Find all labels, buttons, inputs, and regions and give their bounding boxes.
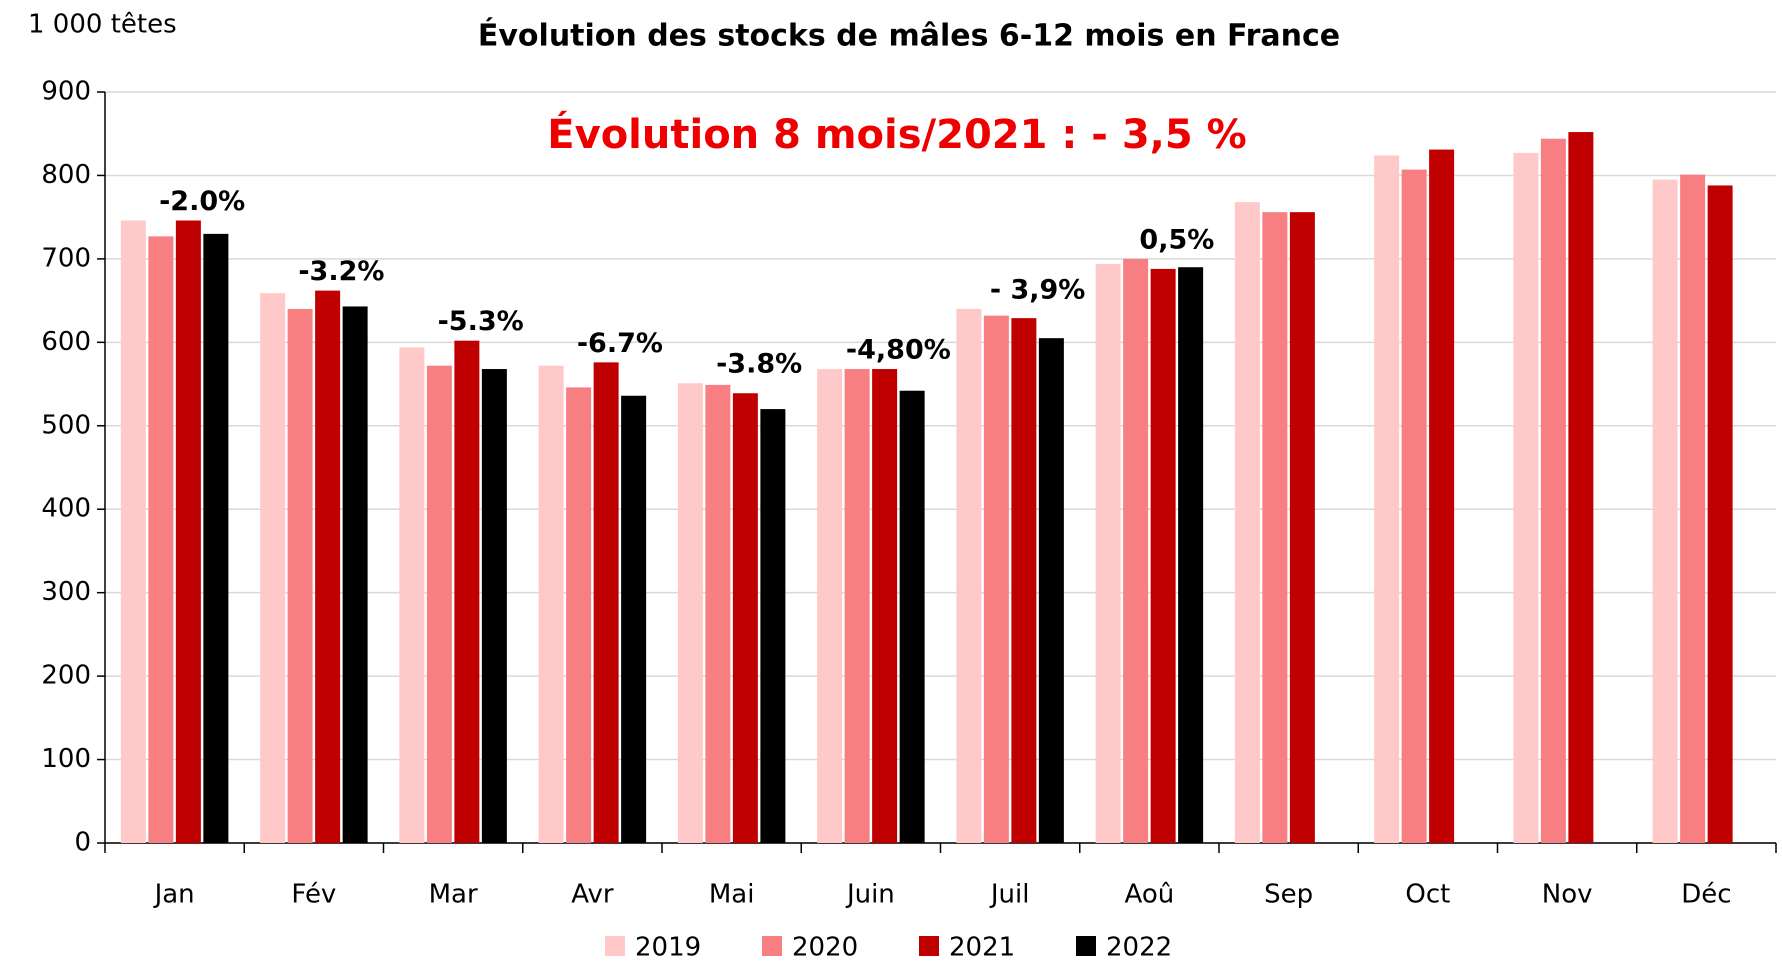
bar	[1707, 185, 1733, 844]
x-tick-label: Mai	[709, 880, 755, 910]
y-tick-label: 400	[41, 494, 91, 524]
bar	[399, 347, 425, 843]
bar	[426, 365, 452, 843]
bar	[983, 315, 1009, 843]
bar	[1401, 169, 1427, 843]
x-tick-label: Aoû	[1125, 880, 1175, 910]
annotation: -6.7%	[577, 328, 663, 359]
x-tick-label: Jan	[153, 880, 195, 910]
bar	[817, 369, 843, 843]
bar	[203, 233, 229, 843]
x-tick-label: Sep	[1264, 880, 1313, 910]
legend-swatch	[1076, 936, 1096, 956]
bar	[1680, 174, 1706, 844]
x-tick-label: Fév	[291, 880, 336, 910]
y-tick-label: 200	[41, 661, 91, 691]
y-tick-label: 900	[41, 77, 91, 107]
y-tick-label: 100	[41, 744, 91, 774]
bar	[260, 293, 286, 844]
y-axis-label: 1 000 têtes	[28, 10, 177, 40]
bar	[899, 390, 925, 843]
bar	[1095, 263, 1121, 843]
subtitle: Évolution 8 mois/2021 : - 3,5 %	[547, 110, 1246, 158]
bar	[1150, 268, 1176, 843]
annotation: -3.2%	[298, 256, 384, 287]
bar	[1011, 318, 1037, 844]
bar	[175, 220, 201, 843]
legend-label: 2021	[949, 933, 1015, 963]
bar	[1513, 152, 1539, 844]
annotation: -4,80%	[846, 335, 951, 366]
x-tick-label: Oct	[1405, 880, 1450, 910]
bar	[1652, 179, 1678, 843]
annotation: -5.3%	[438, 306, 524, 337]
bar	[705, 384, 731, 843]
legend-label: 2019	[635, 933, 701, 963]
bar	[1429, 149, 1455, 843]
bar	[1123, 258, 1149, 843]
bar	[120, 220, 146, 843]
bar	[287, 308, 313, 843]
y-tick-label: 500	[41, 410, 91, 440]
y-tick-label: 800	[41, 160, 91, 190]
x-tick-label: Nov	[1542, 880, 1593, 910]
bar	[677, 383, 703, 843]
chart-title: Évolution des stocks de mâles 6-12 mois …	[478, 18, 1340, 54]
x-tick-label: Juin	[845, 880, 895, 910]
legend-label: 2020	[792, 933, 858, 963]
bar	[1289, 212, 1315, 843]
y-tick-label: 300	[41, 577, 91, 607]
bar	[566, 387, 592, 843]
bar	[732, 393, 758, 843]
x-tick-label: Déc	[1681, 880, 1731, 910]
y-tick-label: 700	[41, 243, 91, 273]
bar	[342, 306, 368, 843]
legend-swatch	[605, 936, 625, 956]
bar	[315, 290, 341, 843]
bar	[1178, 267, 1204, 843]
bar	[148, 236, 174, 843]
legend-swatch	[919, 936, 939, 956]
bar	[872, 369, 898, 843]
y-tick-label: 0	[74, 828, 91, 858]
bar	[593, 362, 619, 843]
bar	[844, 369, 870, 843]
y-tick-label: 600	[41, 327, 91, 357]
bar	[1568, 132, 1594, 843]
legend-label: 2022	[1106, 933, 1172, 963]
bar	[1262, 212, 1288, 843]
annotation: 0,5%	[1139, 224, 1214, 255]
legend-swatch	[762, 936, 782, 956]
bar	[760, 409, 786, 843]
bar	[454, 340, 480, 843]
bar	[481, 369, 507, 843]
bar	[1234, 202, 1260, 843]
annotation: -3.8%	[716, 349, 802, 380]
x-tick-label: Juil	[989, 880, 1030, 910]
x-tick-label: Avr	[571, 880, 614, 910]
bar	[538, 365, 564, 843]
x-tick-label: Mar	[429, 880, 478, 910]
bar	[1374, 155, 1400, 843]
annotation: -2.0%	[159, 186, 245, 217]
bar	[1540, 138, 1566, 843]
annotation: - 3,9%	[990, 274, 1086, 305]
bar	[956, 308, 982, 843]
bar	[1038, 338, 1064, 843]
bar	[621, 395, 647, 843]
